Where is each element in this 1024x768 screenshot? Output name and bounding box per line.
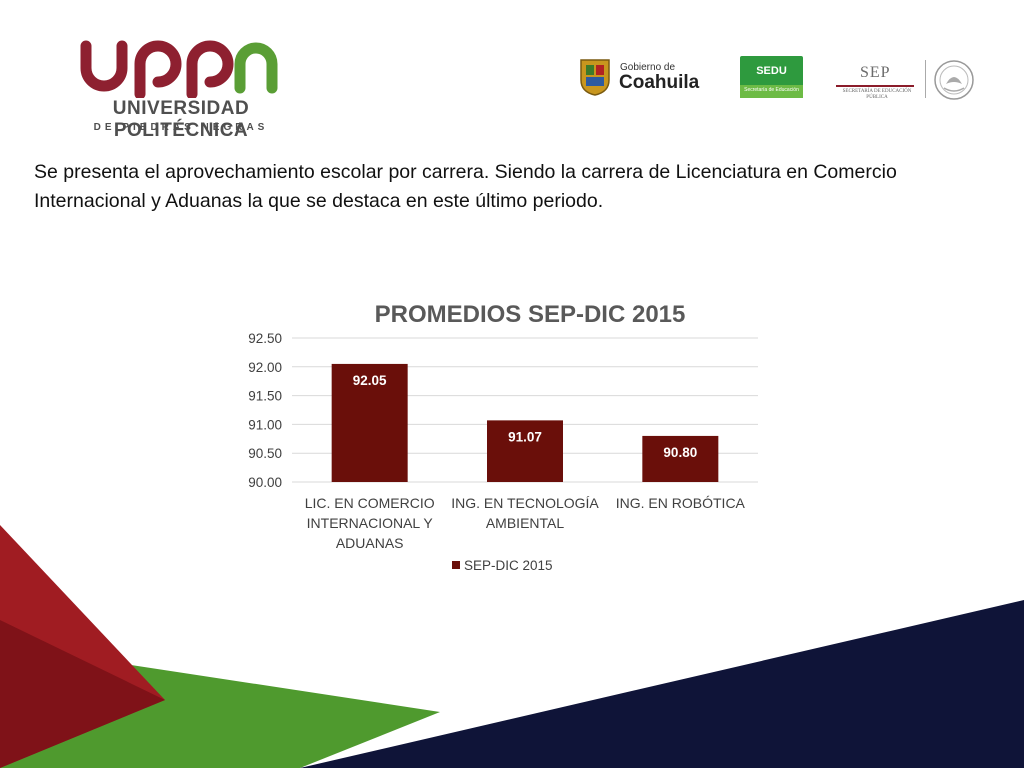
sedu-text: SEDU xyxy=(756,65,787,77)
coahuila-logo: Gobierno de Coahuila xyxy=(578,58,708,98)
navy-band xyxy=(300,600,1024,768)
y-tick-label: 91.50 xyxy=(248,389,282,404)
bar-chart: PROMEDIOS SEP-DIC 2015 90.00 90.50 91.00 91.… xyxy=(248,301,758,573)
sep-divider xyxy=(925,60,926,98)
y-tick-label: 92.50 xyxy=(248,331,282,346)
y-tick-label: 90.00 xyxy=(248,475,282,490)
x-category-label: ING. EN ROBÓTICA xyxy=(616,495,746,511)
y-tick-label: 92.00 xyxy=(248,360,282,375)
sep-logo: SEP SECRETARÍA DE EDUCACIÓN PÚBLICA xyxy=(832,58,982,102)
x-category-label: AMBIENTAL xyxy=(486,515,565,531)
sedu-subtext: Secretaría de Educación xyxy=(744,87,799,93)
bar xyxy=(642,435,719,482)
mexico-seal-icon xyxy=(934,60,974,100)
data-label: 90.80 xyxy=(663,445,697,460)
x-category-label: ING. EN TECNOLOGÍA xyxy=(451,495,599,511)
data-label: 91.07 xyxy=(508,429,542,444)
coahuila-crest-icon xyxy=(580,59,610,96)
y-tick-label: 91.00 xyxy=(248,417,282,432)
bar xyxy=(331,363,408,482)
x-category-label: ADUANAS xyxy=(336,535,404,551)
coahuila-big-text: Coahuila xyxy=(619,72,700,93)
data-label: 92.05 xyxy=(353,373,387,388)
sep-subtext: SECRETARÍA DE EDUCACIÓN PÚBLICA xyxy=(842,89,912,100)
uppn-mark-icon xyxy=(80,40,278,98)
bar xyxy=(487,420,563,482)
x-category-label: INTERNACIONAL Y xyxy=(307,515,434,531)
sedu-band xyxy=(740,85,803,98)
coahuila-small-text: Gobierno de xyxy=(620,62,676,73)
chart-title: PROMEDIOS SEP-DIC 2015 xyxy=(375,301,686,328)
uppn-name: UNIVERSIDAD POLITÉCNICA xyxy=(112,98,250,141)
legend-label: SEP-DIC 2015 xyxy=(464,558,553,573)
x-category-label: LIC. EN COMERCIO xyxy=(305,495,435,511)
sedu-logo: SEDU Secretaría de Educación xyxy=(740,56,803,98)
legend-swatch xyxy=(452,561,460,569)
red-band-shade xyxy=(0,620,165,768)
uppn-subname: DE PIEDRAS NEGRAS xyxy=(93,122,269,133)
intro-text: Se presenta el aprovechamiento escolar p… xyxy=(34,161,897,212)
uppn-logo: UNIVERSIDAD POLITÉCNICA DE PIEDRAS NEGRA… xyxy=(56,34,306,144)
sep-text: SEP xyxy=(860,64,891,81)
sep-underline xyxy=(836,85,914,87)
y-tick-label: 90.50 xyxy=(248,446,282,461)
